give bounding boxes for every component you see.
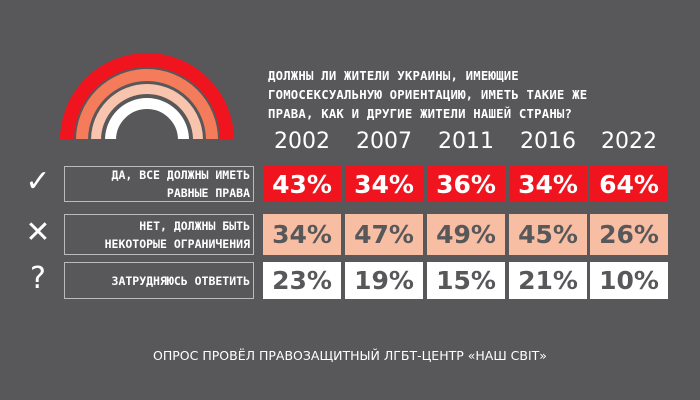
- year-header: 2016: [520, 129, 576, 154]
- value-cell: 43%: [263, 166, 341, 202]
- value-cell: 19%: [345, 262, 423, 299]
- year-header: 2002: [274, 129, 330, 154]
- value-cell: 64%: [590, 166, 668, 202]
- value-cell: 26%: [590, 214, 668, 255]
- value-cell: 45%: [509, 214, 587, 255]
- question-title: ДОЛЖНЫ ЛИ ЖИТЕЛИ УКРАИНЫ, ИМЕЮЩИЕ ГОМОСЕ…: [268, 69, 588, 121]
- answer-label: НЕТ, ДОЛЖНЫ БЫТЬ НЕКОТОРЫЕ ОГРАНИЧЕНИЯ: [64, 214, 254, 255]
- value-cell: 21%: [509, 262, 587, 299]
- footer-source: ОПРОС ПРОВЁЛ ПРАВОЗАЩИТНЫЙ ЛГБТ-ЦЕНТР «Н…: [153, 348, 547, 363]
- answer-label: ЗАТРУДНЯЮСЬ ОТВЕТИТЬ: [64, 262, 254, 299]
- value-cell: 49%: [427, 214, 505, 255]
- year-header: 2022: [601, 129, 657, 154]
- value-cell: 36%: [427, 166, 505, 202]
- value-cell: 34%: [345, 166, 423, 202]
- value-cell: 23%: [263, 262, 341, 299]
- answer-label: ДА, ВСЕ ДОЛЖНЫ ИМЕТЬ РАВНЫЕ ПРАВА: [64, 166, 254, 202]
- value-cell: 47%: [345, 214, 423, 255]
- rainbow-logo: [60, 53, 234, 141]
- question-icon: ?: [30, 260, 46, 296]
- value-cell: 10%: [590, 262, 668, 299]
- year-header: 2007: [356, 129, 412, 154]
- value-cell: 34%: [509, 166, 587, 202]
- value-cell: 34%: [263, 214, 341, 255]
- value-cell: 15%: [427, 262, 505, 299]
- check-icon: ✓: [25, 164, 51, 199]
- year-header: 2011: [438, 129, 494, 154]
- cross-icon: ✕: [25, 214, 51, 250]
